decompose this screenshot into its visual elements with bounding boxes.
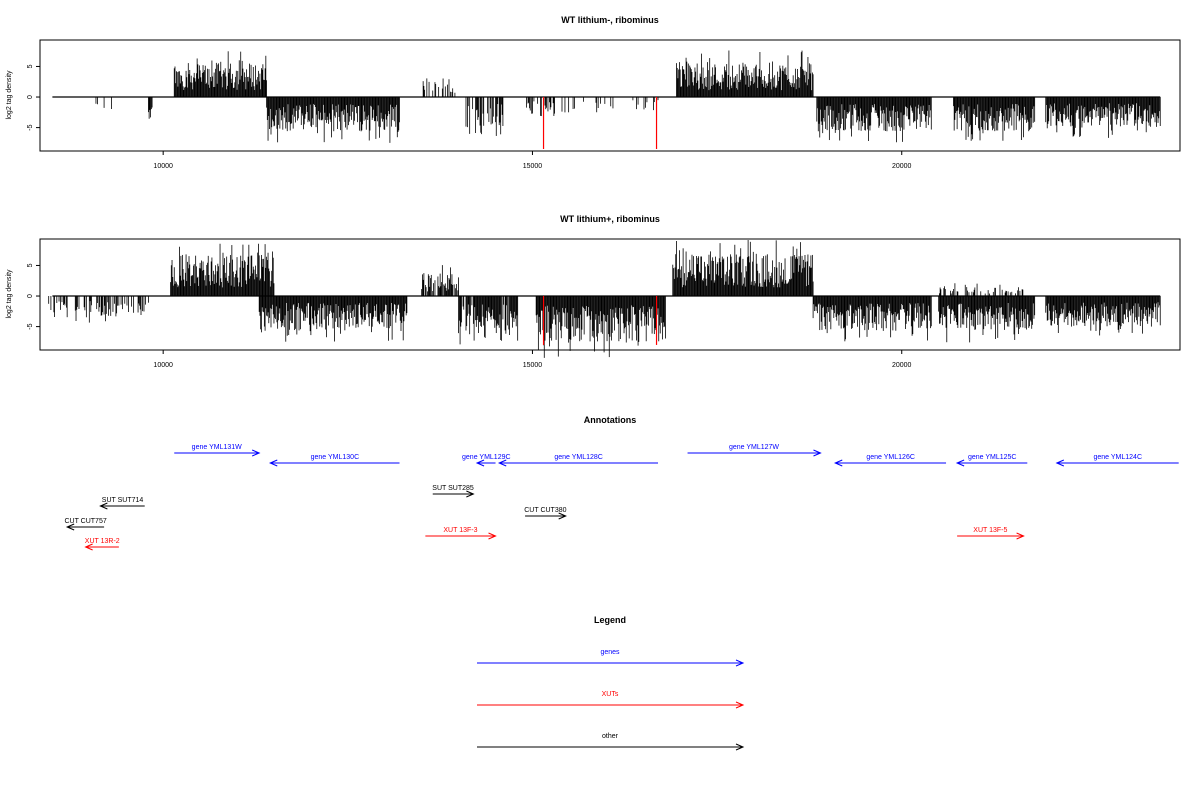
density-bars [48, 239, 1161, 358]
panel-lithium-minus: WT lithium-, ribominus log2 tag density … [6, 15, 1181, 170]
annotation-label: gene YML127W [729, 444, 779, 451]
annotation-arrowhead [466, 490, 475, 498]
annotation-label: CUT CUT380 [524, 507, 566, 514]
annotation-label: gene YML130C [311, 454, 360, 461]
x-tick-label: 20000 [892, 362, 912, 369]
legend-title: Legend [594, 615, 626, 625]
annotation-arrowhead [558, 512, 567, 520]
legend-entry-genes: genes [477, 649, 745, 667]
legend-entries: genes XUTs other [477, 649, 745, 751]
annotation-arrowhead [268, 459, 278, 467]
annotation-arrowhead [251, 449, 261, 457]
annotation-gene-yml124c: gene YML124C [1055, 454, 1179, 467]
y-tick-label: 0 [27, 95, 34, 99]
y-tick-label: 0 [27, 294, 34, 298]
annotation-arrowhead [1055, 459, 1065, 467]
annotation-label: XUT 13R-2 [85, 538, 120, 545]
x-tick-label: 10000 [153, 163, 173, 170]
annotations-title: Annotations [584, 415, 637, 425]
legend-label: genes [600, 649, 620, 656]
axis-ticks: 10000 15000 20000 5 0 -5 [27, 263, 912, 369]
y-tick-label: -5 [27, 323, 34, 329]
annotation-gene-yml129c: gene YML129C [462, 454, 511, 467]
annotation-cut-cut757: CUT CUT757 [64, 518, 107, 531]
annotation-sut-sut714: SUT SUT714 [99, 497, 145, 510]
annotation-gene-yml128c: gene YML128C [497, 454, 659, 467]
annotation-cut-cut380: CUT CUT380 [524, 507, 567, 520]
x-tick-label: 15000 [523, 163, 543, 170]
legend-arrowhead [735, 701, 745, 709]
annotation-gene-yml127w: gene YML127W [687, 444, 822, 457]
annotation-label: XUT 13F-5 [973, 527, 1007, 534]
annotation-xut-13f-5: XUT 13F-5 [957, 527, 1025, 540]
annotation-arrowhead [497, 459, 507, 467]
legend-entry-other: other [477, 733, 745, 751]
legend-arrowhead [735, 659, 745, 667]
plot-frame [39, 238, 1181, 351]
panel-title: WT lithium-, ribominus [561, 15, 659, 25]
annotation-xut-13f-3: XUT 13F-3 [425, 527, 497, 540]
annotation-arrowhead [1016, 532, 1025, 540]
annotation-label: SUT SUT285 [432, 485, 474, 492]
annotation-label: SUT SUT714 [102, 497, 144, 504]
annotation-label: gene YML125C [968, 454, 1017, 461]
panel-title: WT lithium+, ribominus [560, 214, 660, 224]
legend: Legend genes XUTs other [477, 615, 745, 751]
legend-label: other [602, 733, 619, 740]
density-bars [52, 50, 1161, 149]
axis-ticks: 10000 15000 20000 5 0 -5 [27, 64, 912, 170]
y-axis-label: log2 tag density [6, 269, 13, 319]
annotation-arrowhead [955, 459, 965, 467]
annotation-arrowhead [813, 449, 822, 457]
annotation-arrowhead [65, 523, 75, 531]
annotation-arrows: gene YML131W gene YML130C gene YML129C gene… [64, 444, 1179, 551]
annotation-xut-13r-2: XUT 13R-2 [84, 538, 120, 551]
plot-frame [39, 39, 1181, 152]
y-tick-label: 5 [27, 263, 34, 267]
legend-arrowhead [735, 743, 745, 751]
x-tick-label: 15000 [523, 362, 543, 369]
annotation-label: gene YML128C [554, 454, 603, 461]
annotation-label: gene YML124C [1093, 454, 1142, 461]
annotation-label: gene YML131W [192, 444, 242, 451]
annotation-label: gene YML129C [462, 454, 511, 461]
annotation-gene-yml130c: gene YML130C [268, 454, 400, 467]
annotation-gene-yml125c: gene YML125C [955, 454, 1028, 467]
annotation-arrowhead [488, 532, 497, 540]
x-tick-label: 10000 [153, 362, 173, 369]
annotation-label: gene YML126C [866, 454, 915, 461]
y-tick-label: 5 [27, 64, 34, 68]
annotation-arrowhead [99, 502, 108, 510]
annotation-arrowhead [84, 543, 93, 551]
annotation-arrowhead [833, 459, 843, 467]
annotation-gene-yml126c: gene YML126C [833, 454, 947, 467]
annotation-label: XUT 13F-3 [443, 527, 477, 534]
annotation-gene-yml131w: gene YML131W [174, 444, 261, 457]
annotation-arrowhead [475, 459, 485, 467]
annotation-label: CUT CUT757 [64, 518, 106, 525]
panel-lithium-plus: WT lithium+, ribominus log2 tag density … [6, 214, 1181, 369]
legend-entry-xuts: XUTs [477, 691, 745, 709]
y-axis-label: log2 tag density [6, 70, 13, 120]
y-tick-label: -5 [27, 124, 34, 130]
legend-label: XUTs [602, 691, 619, 698]
x-tick-label: 20000 [892, 163, 912, 170]
annotation-sut-sut285: SUT SUT285 [432, 485, 475, 498]
